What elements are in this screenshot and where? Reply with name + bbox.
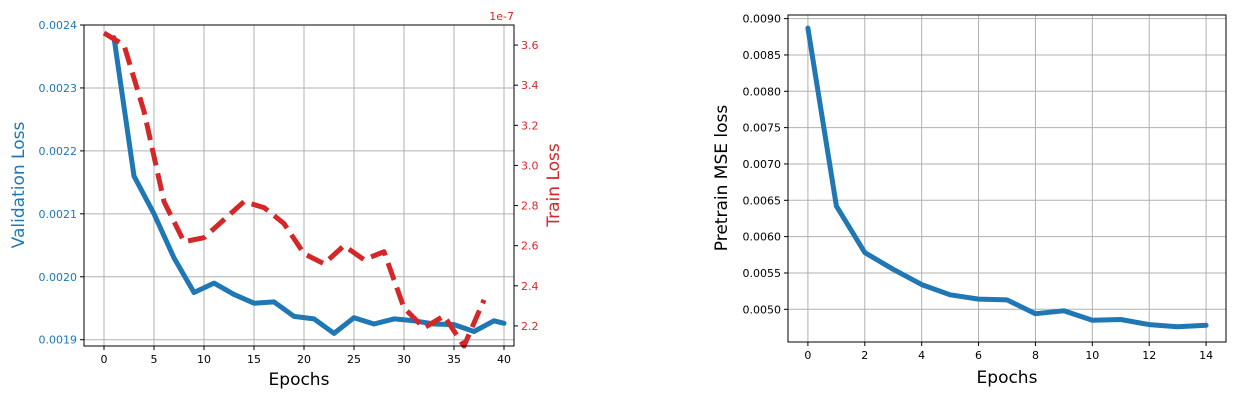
x-tick-label: 4 bbox=[918, 349, 925, 362]
x-tick-label: 10 bbox=[1085, 349, 1099, 362]
x-tick-label: 5 bbox=[151, 353, 158, 366]
y-tick-label: 0.0023 bbox=[39, 82, 78, 95]
y-tick-label: 0.0019 bbox=[39, 334, 78, 347]
x-tick-label: 12 bbox=[1142, 349, 1156, 362]
validation-train-loss-chart: 0 5 10 15 20 25 30 35 40 0.0019 0.0020 0.0021 0.002… bbox=[9, 10, 564, 390]
y2-tick-label: 2.4 bbox=[521, 280, 539, 293]
pretrain-mse-loss-chart: 0 2 4 6 8 10 12 14 0.00500.00550.00600.00650.00… bbox=[712, 13, 1227, 388]
validation-loss-line bbox=[111, 35, 507, 336]
x-tick-label: 14 bbox=[1199, 349, 1213, 362]
x-ticks: 0 5 10 15 20 25 30 35 40 bbox=[101, 346, 511, 366]
y-tick-label: 0.0020 bbox=[39, 271, 78, 284]
x-tick-label: 15 bbox=[247, 353, 261, 366]
y-tick-label: 0.0085 bbox=[743, 49, 782, 62]
y-axis-label: Validation Loss bbox=[9, 122, 29, 249]
plot-frame bbox=[787, 14, 1227, 343]
y-axis-label: Pretrain MSE loss bbox=[712, 105, 732, 252]
y-tick-label: 0.0021 bbox=[39, 208, 78, 221]
y-tick-label: 0.0050 bbox=[743, 303, 782, 316]
y2-tick-label: 2.6 bbox=[521, 240, 539, 253]
x-axis-label: Epochs bbox=[977, 368, 1038, 388]
y-tick-label: 0.0090 bbox=[743, 13, 782, 26]
x-tick-label: 40 bbox=[497, 353, 511, 366]
y-tick-label: 0.0080 bbox=[743, 85, 782, 98]
y-tick-label: 0.0065 bbox=[743, 194, 782, 207]
x-tick-label: 0 bbox=[101, 353, 108, 366]
y2-tick-label: 3.6 bbox=[521, 39, 539, 52]
y-tick-label: 0.0022 bbox=[39, 145, 78, 158]
y-ticks-right: 2.2 2.4 2.6 2.8 3.0 3.2 3.4 3.6 bbox=[514, 39, 539, 333]
pretrain-mse-loss-line bbox=[805, 25, 1209, 330]
y2-offset-label: 1e-7 bbox=[489, 10, 514, 23]
y-tick-label: 0.0055 bbox=[743, 267, 782, 280]
x-tick-label: 8 bbox=[1032, 349, 1039, 362]
y2-tick-label: 3.0 bbox=[521, 159, 539, 172]
grid bbox=[84, 24, 514, 346]
x-tick-label: 20 bbox=[297, 353, 311, 366]
x-tick-label: 30 bbox=[397, 353, 411, 366]
x-tick-label: 10 bbox=[197, 353, 211, 366]
y2-axis-label: Train Loss bbox=[544, 143, 564, 228]
x-tick-label: 6 bbox=[975, 349, 982, 362]
x-axis-label: Epochs bbox=[269, 370, 330, 390]
grid bbox=[788, 15, 1226, 342]
series bbox=[805, 25, 1209, 330]
series bbox=[102, 30, 507, 349]
plot-frame bbox=[83, 24, 515, 347]
y2-tick-label: 3.2 bbox=[521, 119, 539, 132]
y-tick-label: 0.0060 bbox=[743, 231, 782, 244]
x-tick-label: 35 bbox=[447, 353, 461, 366]
y-ticks-left: 0.0019 0.0020 0.0021 0.0022 0.0023 0.0024 bbox=[39, 19, 84, 347]
y-tick-label: 0.0024 bbox=[39, 19, 78, 32]
x-ticks: 0 2 4 6 8 10 12 14 bbox=[804, 342, 1213, 362]
x-tick-label: 2 bbox=[861, 349, 868, 362]
x-tick-label: 0 bbox=[804, 349, 811, 362]
y-tick-label: 0.0075 bbox=[743, 122, 782, 135]
y2-tick-label: 2.2 bbox=[521, 320, 539, 333]
y2-tick-label: 3.4 bbox=[521, 79, 539, 92]
x-tick-label: 25 bbox=[347, 353, 361, 366]
y2-tick-label: 2.8 bbox=[521, 200, 539, 213]
y-tick-label: 0.0070 bbox=[743, 158, 782, 171]
y-ticks: 0.0050 0.0055 0.0060 0.0065 0.0070 0.0075 0.00… bbox=[743, 13, 788, 316]
train-loss-line bbox=[102, 30, 487, 349]
